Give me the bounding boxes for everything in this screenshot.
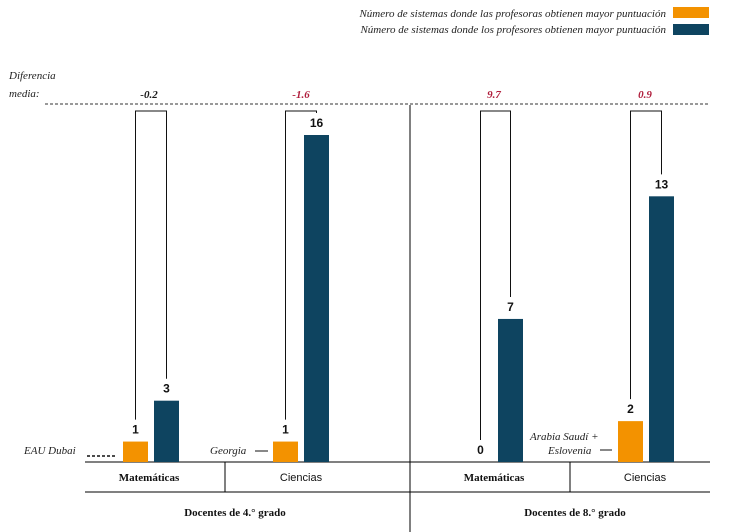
value-label-female-1-1: 2 — [627, 402, 634, 416]
value-label-male-1-0: 7 — [507, 300, 514, 314]
category-label-4-science: Ciencias — [280, 472, 323, 484]
bracket-0-0 — [135, 110, 167, 420]
value-label-female-1-0: 0 — [477, 443, 484, 457]
note-arabia-eslovenia-line-2: Eslovenia — [547, 445, 592, 457]
bar-male-0-0 — [154, 400, 179, 462]
note-arabia-eslovenia-line-1: Arabia Saudí + — [529, 431, 599, 443]
legend: Número de sistemas donde las profesoras … — [358, 7, 709, 36]
bar-male-1-1 — [649, 196, 674, 462]
value-label-male-0-0: 3 — [163, 382, 170, 396]
bar-female-0-1 — [273, 441, 298, 462]
group-label-8: Docentes de 8.° grado — [524, 507, 626, 519]
bar-male-0-1 — [304, 135, 329, 462]
note-eau-dubai: EAU Dubai — [23, 445, 76, 457]
note-georgia: Georgia — [210, 445, 247, 457]
diff-value-1-0: 9.7 — [487, 89, 501, 101]
group-label-4: Docentes de 4.° grado — [184, 507, 286, 519]
category-label-8-math: Matemáticas — [464, 472, 525, 484]
diff-value-0-1: -1.6 — [292, 89, 310, 101]
category-label-4-math: Matemáticas — [119, 472, 180, 484]
bar-female-0-0 — [123, 441, 148, 462]
bracket-0-1 — [285, 110, 317, 420]
bar-female-1-1 — [618, 421, 643, 462]
legend-swatch-female — [673, 7, 709, 18]
category-label-8-science: Ciencias — [624, 472, 667, 484]
diff-value-1-1: 0.9 — [638, 89, 652, 101]
legend-label-male: Número de sistemas donde los profesores … — [359, 24, 666, 36]
value-label-female-0-1: 1 — [282, 423, 289, 437]
bracket-1-0 — [480, 110, 511, 440]
diff-value-0-0: -0.2 — [140, 89, 158, 101]
value-label-male-1-1: 13 — [655, 177, 669, 191]
bracket-1-1 — [630, 110, 662, 400]
value-label-male-0-1: 16 — [310, 116, 324, 130]
legend-swatch-male — [673, 24, 709, 35]
diff-label-line-1: Diferencia — [8, 70, 56, 82]
diff-label-line-2: media: — [9, 88, 40, 100]
value-label-female-0-0: 1 — [132, 423, 139, 437]
legend-label-female: Número de sistemas donde las profesoras … — [358, 8, 666, 20]
bar-male-1-0 — [498, 318, 523, 462]
